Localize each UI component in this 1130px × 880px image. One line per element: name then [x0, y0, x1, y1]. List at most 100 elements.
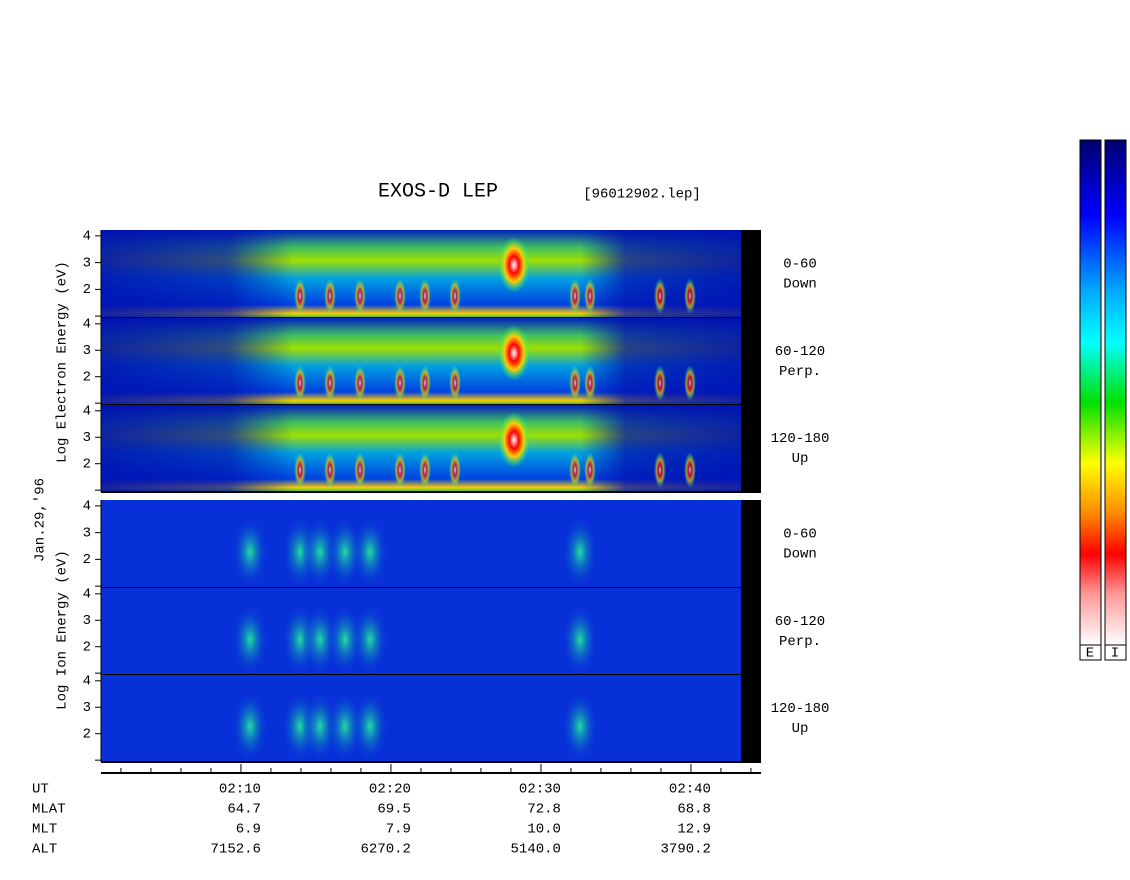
y-tick-label: 3 [83, 255, 91, 271]
ephemeris-value: 68.8 [677, 802, 711, 818]
ephemeris-value: 3790.2 [661, 842, 711, 858]
spectrogram-burst [302, 603, 338, 676]
panel-direction-label: Down [783, 277, 817, 293]
spectrogram-burst [584, 365, 596, 401]
ephemeris-value: 6270.2 [361, 842, 411, 858]
ephemeris-value: 12.9 [677, 822, 711, 838]
spectrogram-burst [684, 365, 696, 401]
spectrogram-burst [394, 278, 406, 314]
y-tick-label: 2 [83, 456, 91, 472]
y-tick-label: 2 [83, 369, 91, 385]
spectrogram-burst [419, 452, 431, 488]
spectrogram-background [101, 588, 741, 675]
data-gap [741, 405, 761, 492]
y-tick-label: 4 [83, 317, 91, 333]
ephemeris-value: 10.0 [527, 822, 561, 838]
panel-angle-label: 120-180 [771, 431, 830, 447]
spectrogram-burst [584, 452, 596, 488]
spectrogram-burst [352, 516, 388, 588]
x-tick-label: 02:30 [519, 782, 561, 798]
panel-angle-label: 60-120 [775, 344, 825, 360]
y-tick-label: 3 [83, 700, 91, 716]
ephemeris-value: 7.9 [386, 822, 411, 838]
spectrogram-burst [294, 278, 306, 314]
spectrogram-background [101, 500, 741, 588]
spectrogram-burst [419, 365, 431, 401]
spectrogram-burst [294, 365, 306, 401]
file-label: [96012902.lep] [583, 187, 701, 203]
ephemeris-label: MLAT [32, 802, 66, 818]
ephemeris-value: 7152.6 [211, 842, 261, 858]
y-tick-label: 4 [83, 674, 91, 690]
y-tick-label: 3 [83, 430, 91, 446]
y-axis-label: Log Ion Energy (eV) [55, 550, 71, 710]
spectrogram-burst [562, 690, 598, 763]
x-tick-label: 02:20 [369, 782, 411, 798]
colorbar-label: I [1111, 646, 1119, 662]
y-tick-label: 2 [83, 726, 91, 742]
panel-angle-label: 0-60 [783, 257, 817, 273]
spectrogram-burst [352, 690, 388, 763]
spectrogram-burst [569, 365, 581, 401]
colorbar [1104, 139, 1127, 646]
panel-direction-label: Up [792, 451, 809, 467]
data-gap [741, 230, 761, 318]
date-label: Jan.29,'96 [33, 478, 49, 562]
y-tick-label: 3 [83, 525, 91, 541]
spectrogram-burst [232, 603, 268, 676]
spectrogram-burst [654, 452, 666, 488]
spectrogram-burst [324, 452, 336, 488]
spectrogram-burst [419, 278, 431, 314]
panel-angle-label: 0-60 [783, 527, 817, 543]
spectrogram-burst [449, 278, 461, 314]
y-tick-label: 4 [83, 587, 91, 603]
panel-direction-label: Perp. [779, 634, 821, 650]
x-tick-label: 02:40 [669, 782, 711, 798]
colorbar-label-box [1079, 644, 1102, 661]
spectrogram-burst [324, 278, 336, 314]
spectrogram-hotspot [498, 237, 530, 293]
data-gap [741, 675, 761, 762]
spectrogram-burst [654, 365, 666, 401]
spectrogram-burst [394, 365, 406, 401]
y-tick-label: 2 [83, 639, 91, 655]
panel-angle-label: 60-120 [775, 614, 825, 630]
spectrogram-burst [302, 516, 338, 588]
spectrogram-burst [654, 278, 666, 314]
spectrogram-burst [569, 452, 581, 488]
spectrogram-burst [327, 690, 363, 763]
data-gap [741, 500, 761, 588]
spectrogram-hotspot [498, 325, 530, 381]
colorbar-label-box [1104, 644, 1127, 661]
spectrogram-burst [394, 452, 406, 488]
spectrogram-burst [449, 365, 461, 401]
panel-angle-label: 120-180 [771, 701, 830, 717]
colorbar-label: E [1086, 646, 1094, 662]
spectrogram-hotspot [498, 412, 530, 468]
spectrogram-burst [302, 690, 338, 763]
y-tick-label: 3 [83, 343, 91, 359]
spectrogram-background [101, 675, 741, 762]
ephemeris-value: 5140.0 [511, 842, 561, 858]
x-tick-label: 02:10 [219, 782, 261, 798]
data-gap [741, 318, 761, 405]
ephemeris-value: 64.7 [227, 802, 261, 818]
spectrogram-burst [684, 452, 696, 488]
spectrogram-burst [449, 452, 461, 488]
colorbar [1079, 139, 1102, 646]
y-tick-label: 4 [83, 499, 91, 515]
ephemeris-value: 6.9 [236, 822, 261, 838]
spectrogram-burst [562, 603, 598, 676]
plot-area [100, 230, 761, 763]
spectrogram-burst [327, 516, 363, 588]
ephemeris-header: UT [32, 782, 49, 798]
spectrogram-burst [352, 603, 388, 676]
y-tick-label: 4 [83, 404, 91, 420]
ephemeris-value: 72.8 [527, 802, 561, 818]
spectrogram-burst [327, 603, 363, 676]
ephemeris-value: 69.5 [377, 802, 411, 818]
spectrogram-burst [294, 452, 306, 488]
ephemeris-label: MLT [32, 822, 57, 838]
y-tick-label: 2 [83, 282, 91, 298]
